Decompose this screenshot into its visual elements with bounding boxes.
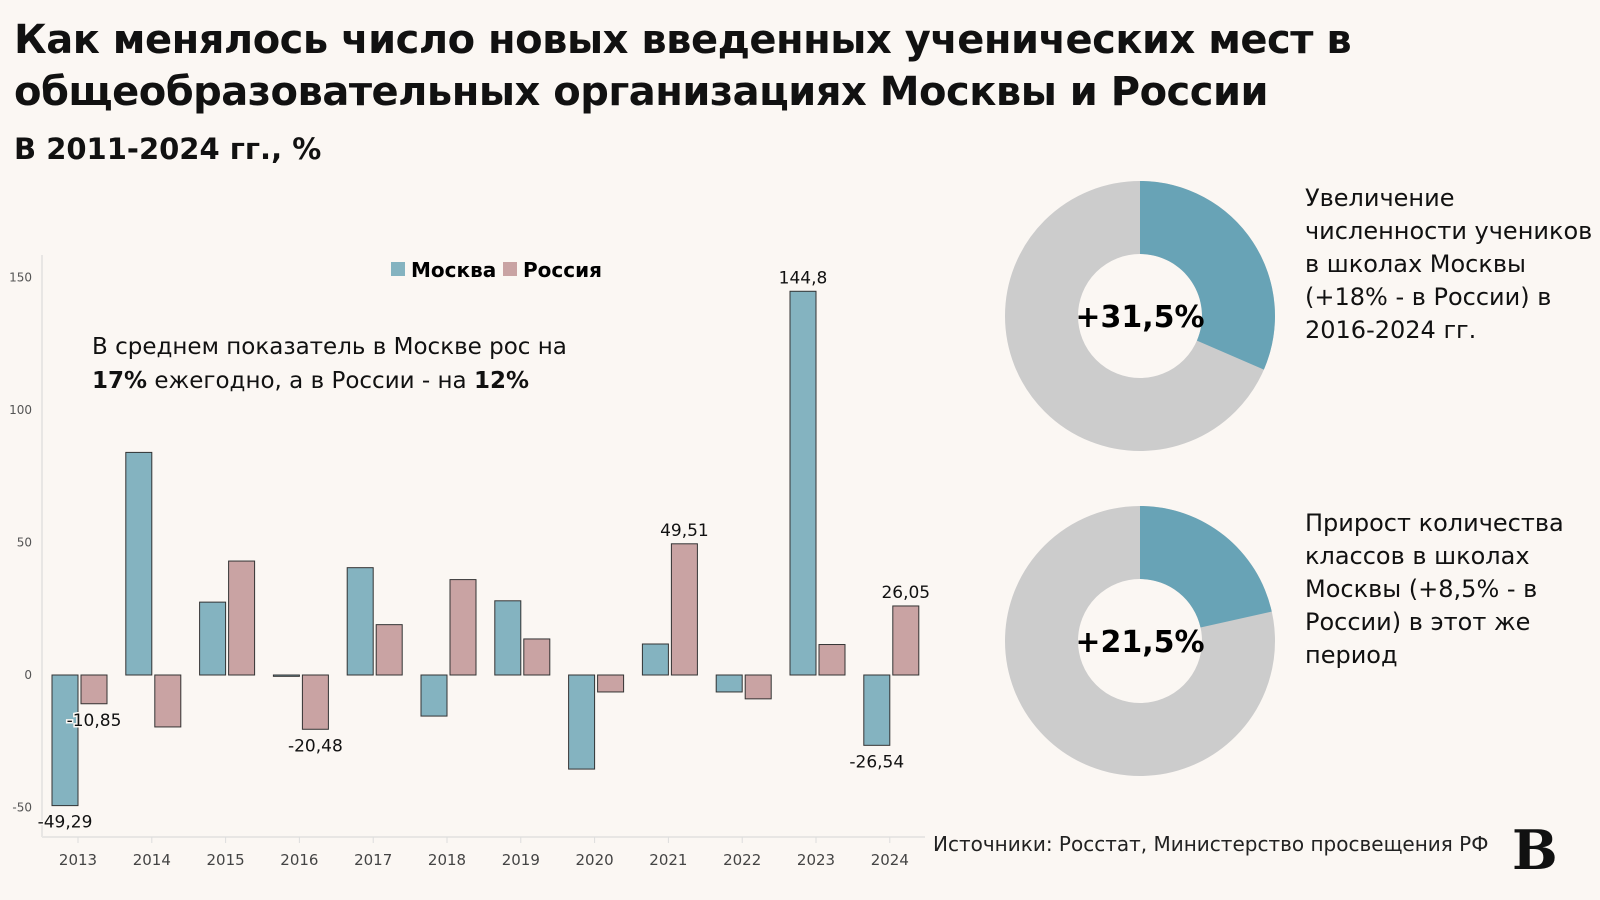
bar-moscow: [51, 674, 79, 807]
vedomosti-logo: В: [1512, 818, 1558, 882]
x-tick-label: 2019: [502, 851, 540, 869]
note-line1: В среднем показатель в Москве рос на: [92, 334, 567, 360]
data-label: 26,05: [881, 583, 930, 603]
x-tick-label: 2022: [723, 851, 761, 869]
x-tick-label: 2020: [576, 851, 614, 869]
bar-russia: [670, 543, 698, 676]
donut2-center-label: +21,5%: [1075, 625, 1204, 660]
bar-russia: [597, 674, 625, 693]
bar-moscow: [641, 643, 669, 676]
legend-swatch-russia: [503, 262, 517, 276]
bar-russia: [375, 624, 403, 676]
bar-russia: [744, 674, 772, 700]
bar-russia: [154, 674, 182, 728]
data-label: -10,85: [67, 711, 122, 731]
data-label: -20,48: [288, 736, 343, 756]
x-tick-label: 2023: [797, 851, 835, 869]
y-tick-label: -50: [12, 801, 32, 815]
y-tick-label: 150: [9, 271, 32, 285]
x-tick-label: 2015: [207, 851, 245, 869]
bar-russia: [449, 579, 477, 676]
bar-russia: [228, 560, 256, 676]
x-tick-label: 2013: [59, 851, 97, 869]
bar-moscow: [346, 567, 374, 676]
note-bold1: 17%: [92, 368, 148, 394]
bar-moscow: [199, 601, 227, 676]
bar-moscow: [420, 674, 448, 717]
x-tick-label: 2018: [428, 851, 466, 869]
bar-moscow: [125, 451, 153, 676]
x-tick-label: 2024: [871, 851, 909, 869]
x-tick-label: 2017: [354, 851, 392, 869]
x-tick-label: 2016: [280, 851, 318, 869]
data-label: 144,8: [779, 268, 828, 288]
bar-moscow: [789, 290, 817, 676]
donut2-caption: Прирост количества классов в школах Моск…: [1305, 509, 1564, 669]
legend-label-russia: Россия: [523, 258, 602, 282]
bar-russia: [818, 644, 846, 676]
note-mid: ежегодно, а в России - на: [147, 368, 474, 394]
bar-russia: [80, 674, 108, 705]
bar-moscow: [568, 674, 596, 770]
bar-russia: [301, 674, 329, 730]
data-label: -26,54: [849, 752, 904, 772]
source-note: Источники: Росстат, Министерство просвещ…: [933, 832, 1489, 856]
bar-moscow: [272, 674, 300, 677]
bar-moscow: [494, 600, 522, 676]
donut2-slice: [1140, 506, 1272, 628]
y-tick-label: 0: [24, 668, 32, 682]
bar-russia: [892, 605, 920, 676]
legend-swatch-moscow: [391, 262, 405, 276]
donut1-caption: Увеличение численности учеников в школах…: [1305, 184, 1593, 344]
bar-moscow: [863, 674, 891, 746]
chart-title: Как менялось число новых введенных учени…: [14, 17, 1352, 115]
legend-label-moscow: Москва: [411, 258, 496, 282]
data-label: 49,51: [660, 521, 709, 541]
donut1-center-label: +31,5%: [1075, 300, 1204, 335]
x-tick-label: 2014: [133, 851, 171, 869]
chart-subtitle: В 2011-2024 гг., %: [14, 132, 322, 166]
bar-russia: [523, 638, 551, 676]
bar-moscow: [715, 674, 743, 693]
y-tick-label: 100: [9, 403, 32, 417]
annotation-note: В среднем показатель в Москве рос на 17%…: [92, 330, 567, 398]
donut1-slice: [1140, 181, 1275, 370]
x-tick-label: 2021: [649, 851, 687, 869]
y-tick-label: 50: [17, 536, 32, 550]
note-bold2: 12%: [473, 368, 530, 394]
data-label: -49,29: [38, 813, 93, 833]
